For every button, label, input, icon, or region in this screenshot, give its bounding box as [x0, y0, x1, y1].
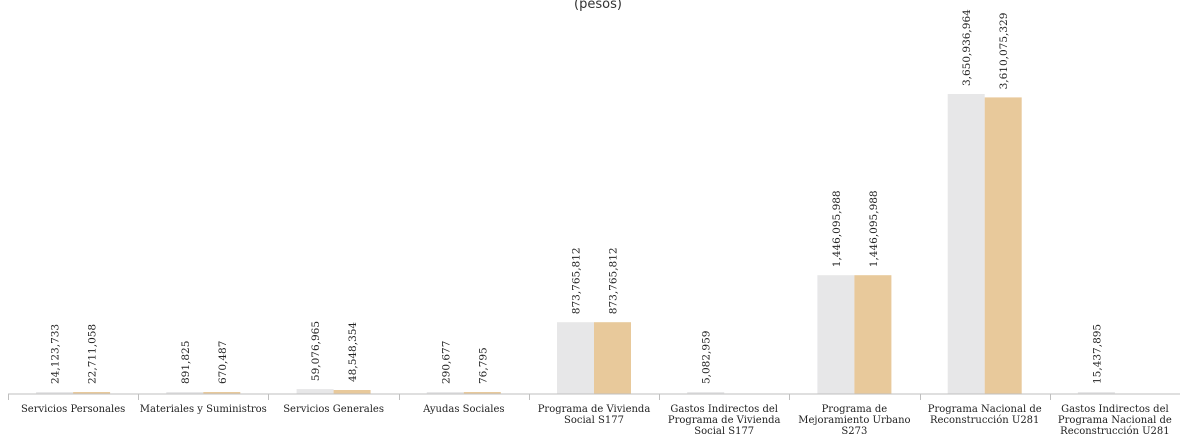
bars-layer [36, 94, 1115, 395]
bar-series-2 [333, 390, 371, 394]
bar-series-1 [166, 392, 204, 394]
labels-layer: 24,123,733 22,711,058 891,825 670,487 59,076… [50, 9, 1104, 384]
category-label: Programa de Mejoramiento Urbano S273 [798, 404, 910, 437]
bar-value-label: 5,082,959 [701, 331, 713, 384]
bar-series-1 [426, 392, 464, 394]
bar-value-label: 3,650,936,964 [961, 9, 973, 86]
bar-value-label: 873,765,812 [608, 247, 620, 314]
bar-value-label: 59,076,965 [310, 321, 322, 381]
bar-value-label: 891,825 [180, 341, 192, 384]
bar-value-label: 3,610,075,329 [998, 13, 1010, 90]
category-label: Gastos Indirectos del Programa Nacional d… [1058, 404, 1172, 437]
bar-series-2 [73, 392, 111, 394]
bar-value-label: 670,487 [217, 341, 229, 384]
bar-series-2 [984, 97, 1022, 395]
bar-value-label: 1,446,095,988 [831, 190, 843, 267]
category-labels: Servicios Personales Materiales y Suminis… [21, 404, 1172, 437]
category-label: Programa de Vivienda Social S177 [538, 404, 651, 426]
category-label: Servicios Generales [283, 404, 384, 415]
category-label: Gastos Indirectos del Programa de Viviend… [668, 404, 781, 437]
bar-series-1 [36, 392, 74, 394]
bar-value-label: 873,765,812 [571, 247, 583, 314]
chart-subtitle: (pesos) [574, 0, 622, 12]
category-label: Materiales y Suministros [140, 404, 267, 415]
bar-series-2 [594, 322, 631, 394]
category-label: Servicios Personales [21, 404, 125, 415]
bar-value-label: 76,795 [477, 347, 489, 384]
bar-series-2 [854, 275, 892, 394]
bar-value-label: 15,437,895 [1091, 324, 1103, 384]
bar-value-label: 1,446,095,988 [868, 190, 880, 267]
bar-series-1 [296, 389, 334, 394]
bar-series-2 [203, 392, 241, 394]
category-label: Ayudas Sociales [422, 404, 504, 415]
category-label: Programa Nacional de Reconstrucción U281 [928, 404, 1042, 426]
bar-series-1 [557, 322, 594, 394]
bar-value-label: 48,548,354 [347, 322, 359, 382]
bar-value-label: 22,711,058 [87, 324, 99, 384]
bar-series-1 [687, 392, 725, 394]
bar-value-label: 24,123,733 [50, 324, 62, 384]
bar-series-1 [817, 275, 855, 394]
ticks-layer [8, 394, 1051, 400]
bar-series-2 [463, 392, 501, 394]
bar-series-1 [947, 94, 985, 394]
bar-value-label: 290,677 [440, 341, 452, 384]
bar-series-1 [1077, 392, 1115, 394]
